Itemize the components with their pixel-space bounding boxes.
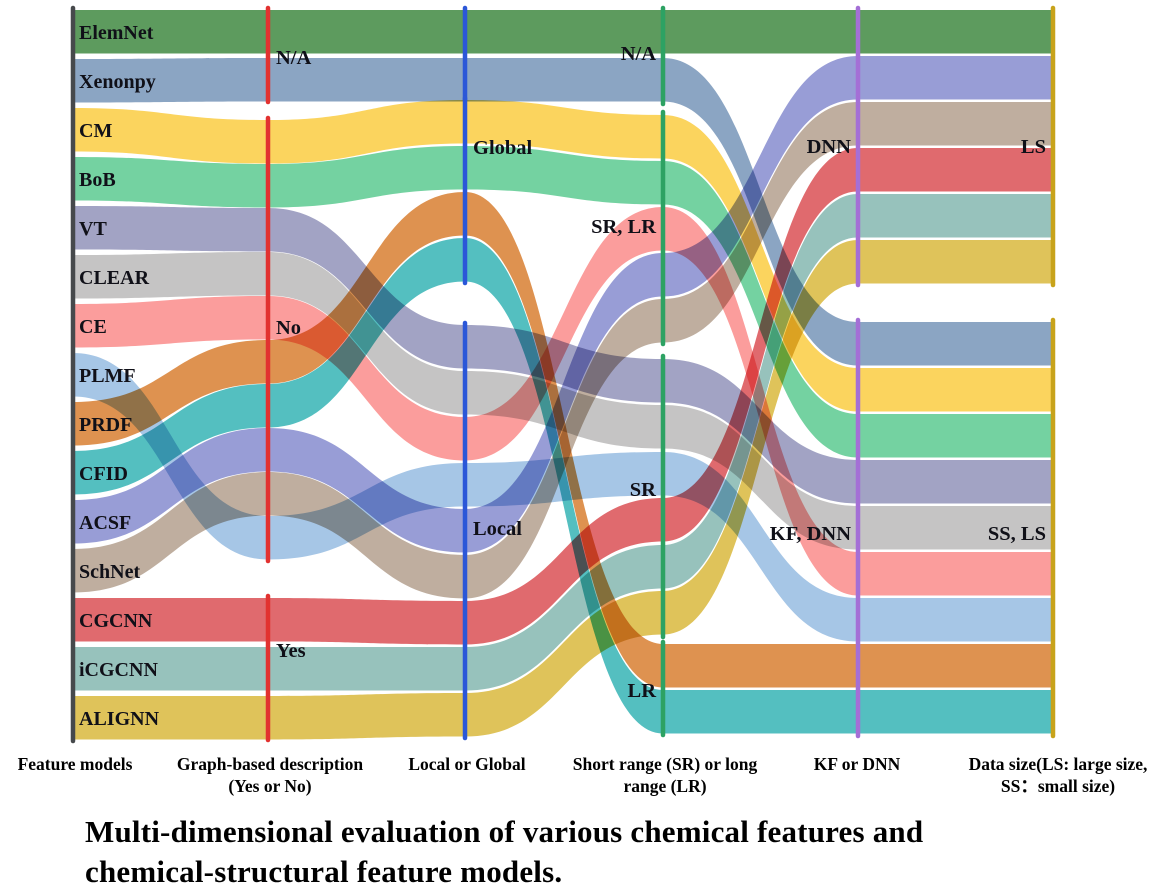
model-label-cm: CM bbox=[79, 120, 112, 142]
caption-line-1: Multi-dimensional evaluation of various … bbox=[85, 814, 924, 849]
node-label-sr-lr: SR, LR bbox=[591, 216, 656, 238]
flow-schnet bbox=[73, 102, 1053, 599]
axis-title-6-line-2: SS：small size) bbox=[1001, 776, 1115, 796]
flow-cfid bbox=[73, 238, 1053, 734]
node-label-yes: Yes bbox=[276, 640, 306, 662]
flow-xenonpy bbox=[73, 58, 1053, 366]
axis-title-2-line-2: (Yes or No) bbox=[228, 776, 311, 796]
model-label-bob: BoB bbox=[79, 169, 116, 191]
model-label-schnet: SchNet bbox=[79, 561, 140, 583]
flow-cm bbox=[73, 100, 1053, 412]
axis-title-5-line-1: KF or DNN bbox=[814, 754, 901, 774]
node-label-ss-ls: SS, LS bbox=[988, 523, 1046, 545]
node-label-dnn: DNN bbox=[807, 136, 852, 158]
axis-title-6-line-1: Data size(LS: large size, bbox=[969, 754, 1148, 774]
model-label-clear: CLEAR bbox=[79, 267, 150, 289]
model-label-icgcnn: iCGCNN bbox=[79, 659, 158, 681]
model-label-elemnet: ElemNet bbox=[79, 22, 154, 44]
node-label-no: No bbox=[276, 317, 301, 339]
alluvial-diagram: N/A No Yes Global Local N/A SR, LR SR LR DNN KF, D… bbox=[17, 5, 1148, 796]
model-label-ce: CE bbox=[79, 316, 107, 338]
model-label-prdf: PRDF bbox=[79, 414, 132, 436]
flow-elemnet bbox=[73, 10, 1053, 54]
axis-title-2-line-1: Graph-based description bbox=[177, 754, 363, 774]
node-label-global: Global bbox=[473, 137, 533, 159]
flow-ce bbox=[73, 207, 1053, 596]
node-label-sr: SR bbox=[630, 479, 656, 501]
node-label-local: Local bbox=[473, 518, 522, 540]
node-label-n-a: N/A bbox=[621, 43, 657, 65]
axis-title-3-line-1: Local or Global bbox=[408, 754, 525, 774]
node-label-lr: LR bbox=[628, 680, 657, 702]
node-label-ls: LS bbox=[1021, 136, 1046, 158]
figure-caption: Multi-dimensional evaluation of various … bbox=[0, 800, 1160, 892]
node-label-kf-dnn: KF, DNN bbox=[770, 523, 851, 545]
model-label-cgcnn: CGCNN bbox=[79, 610, 153, 632]
axis-title-1-line-1: Feature models bbox=[18, 754, 133, 774]
model-label-xenonpy: Xenonpy bbox=[79, 71, 156, 93]
caption-line-2: chemical-structural feature models. bbox=[85, 854, 563, 889]
node-label-n-a: N/A bbox=[276, 47, 312, 69]
model-label-alignn: ALIGNN bbox=[79, 708, 160, 730]
model-label-vt: VT bbox=[79, 218, 107, 240]
flow-acsf bbox=[73, 56, 1053, 553]
model-label-acsf: ACSF bbox=[79, 512, 131, 534]
flow-bob bbox=[73, 146, 1053, 458]
model-label-cfid: CFID bbox=[79, 463, 128, 485]
model-label-plmf: PLMF bbox=[79, 365, 136, 387]
axis-title-4-line-1: Short range (SR) or long bbox=[573, 754, 758, 774]
axis-title-4-line-2: range (LR) bbox=[623, 776, 706, 796]
